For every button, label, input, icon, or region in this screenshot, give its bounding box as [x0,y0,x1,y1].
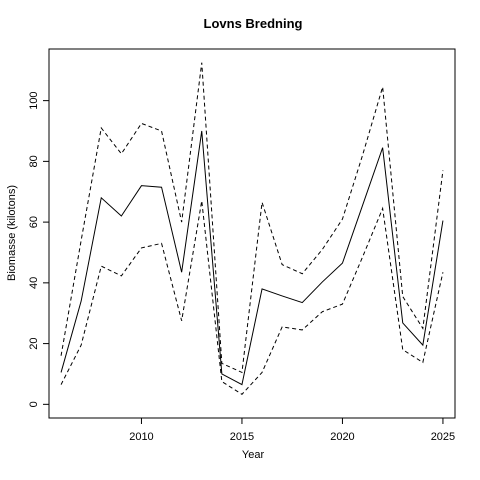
series-lower-bound-line [60,200,444,395]
x-tick-label-2010: 2010 [129,431,153,443]
series-upper-bound-line [60,62,444,374]
y-tick-label-40: 40 [28,277,40,289]
y-tick-label-20: 20 [28,337,40,349]
chart-title: Lovns Bredning [204,16,303,31]
x-tick-label-2020: 2020 [330,431,354,443]
y-tick-label-100: 100 [28,91,40,109]
y-tick-label-60: 60 [28,216,40,228]
y-axis-label: Biomasse (kilotons) [6,185,18,281]
x-tick-label-2015: 2015 [230,431,254,443]
y-axis: 0 20 40 60 80 100 [28,91,49,407]
y-tick-label-0: 0 [28,401,40,407]
x-tick-label-2025: 2025 [431,431,455,443]
x-axis: 2010 2015 2020 2025 [129,418,455,443]
series-layer [60,62,444,395]
series-estimate-line [60,130,444,386]
y-tick-label-80: 80 [28,155,40,167]
plot-area [48,48,456,419]
x-axis-label: Year [242,449,265,461]
